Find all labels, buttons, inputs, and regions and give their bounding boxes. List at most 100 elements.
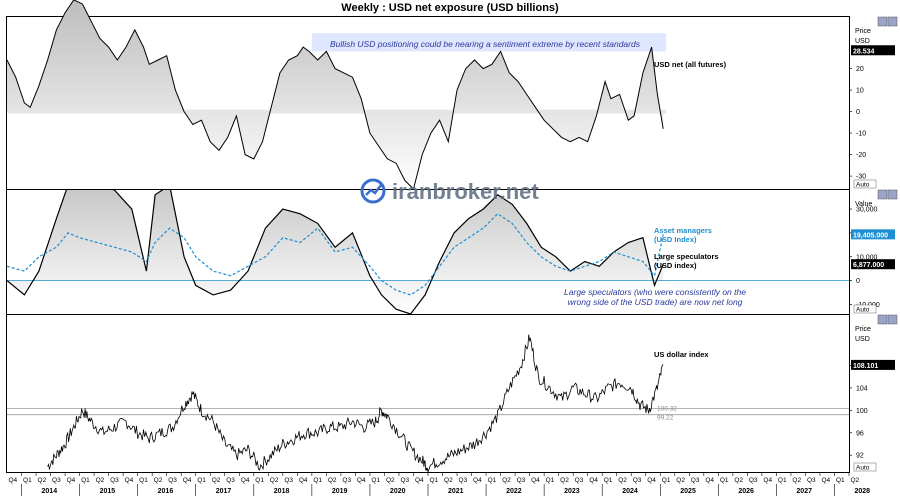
- x-year-label: 2021: [448, 488, 464, 495]
- panel-controls[interactable]: [877, 16, 898, 325]
- x-year-label: 2022: [506, 488, 522, 495]
- panel-dxy-controls[interactable]: [877, 314, 898, 325]
- annotation-sentiment: Bullish USD positioning could be nearing…: [330, 39, 641, 49]
- x-year-label: 2016: [158, 488, 174, 495]
- x-quarter-label: Q3: [459, 477, 468, 484]
- axis-tick-label: 10: [856, 88, 864, 95]
- x-quarter-label: Q2: [38, 477, 47, 484]
- minimize-icon[interactable]: [877, 314, 888, 325]
- series-label-usd-net: USD net (all futures): [654, 60, 727, 69]
- us-dollar-index-line: [47, 334, 664, 474]
- x-quarter-label: Q4: [705, 477, 714, 484]
- auto-scale-label: Auto: [856, 307, 870, 314]
- series-label-dxy: US dollar index: [654, 350, 709, 359]
- axis-tick-label: 10,000: [856, 254, 878, 261]
- net-layer: Bullish USD positioning could be nearing…: [6, 0, 727, 190]
- close-icon[interactable]: [887, 16, 898, 27]
- usd-net-area: [7, 0, 664, 189]
- x-quarter-label: Q4: [357, 477, 366, 484]
- x-quarter-label: Q3: [633, 477, 642, 484]
- x-quarter-label: Q4: [589, 477, 598, 484]
- x-quarter-label: Q3: [575, 477, 584, 484]
- last-value-tag-dxy-bg: [851, 359, 895, 370]
- x-quarter-label: Q4: [821, 477, 830, 484]
- x-quarter-label: Q4: [473, 477, 482, 484]
- x-quarter-label: Q2: [676, 477, 685, 484]
- x-quarter-label: Q2: [328, 477, 337, 484]
- x-year-label: 2015: [100, 488, 116, 495]
- x-quarter-label: Q3: [284, 477, 293, 484]
- watermark-text: iranbroker.net: [392, 179, 539, 204]
- x-year-label: 2026: [738, 488, 754, 495]
- axis-tick-label: 100: [856, 408, 868, 415]
- series-label-large-specs: Large speculators: [654, 252, 719, 261]
- x-quarter-label: Q3: [807, 477, 816, 484]
- x-year-label: 2019: [332, 488, 348, 495]
- panel-specs-controls[interactable]: [877, 189, 898, 200]
- x-quarter-label: Q4: [183, 477, 192, 484]
- x-quarter-label: Q1: [778, 477, 787, 484]
- axis-header: Price: [855, 326, 871, 333]
- x-axis-layer: Q1 Q2 Q3 Q4 2014 Q1 Q2 Q3 Q4 2015 Q1 Q2 Q3 Q4 2016 Q1 Q2…: [7, 472, 870, 496]
- x-quarter-label: Q2: [444, 477, 453, 484]
- x-quarter-label: Q2: [851, 477, 860, 484]
- axis-tick-label: 20: [856, 66, 864, 73]
- watermark-logo-icon: [360, 178, 386, 204]
- x-quarter-label: Q4: [125, 477, 134, 484]
- close-icon[interactable]: [887, 189, 898, 200]
- x-quarter-label: Q4: [241, 477, 250, 484]
- level-label: 99.22: [657, 415, 674, 422]
- x-quarter-label: Q2: [502, 477, 511, 484]
- x-year-label: 2020: [390, 488, 406, 495]
- sentiment-extreme-band: [311, 33, 667, 52]
- x-quarter-label: Q3: [110, 477, 119, 484]
- x-quarter-label: Q1: [430, 477, 439, 484]
- x-quarter-label: Q1: [23, 477, 32, 484]
- axis-header: Price: [855, 28, 871, 35]
- axis-tick-label: 30,000: [856, 207, 878, 214]
- minimize-icon[interactable]: [877, 189, 888, 200]
- x-year-label: 2017: [216, 488, 232, 495]
- x-quarter-label: Q4: [763, 477, 772, 484]
- asset-managers-line: [7, 213, 664, 296]
- x-quarter-label: Q3: [517, 477, 526, 484]
- last-value-tag-large-specs: 6,877.000: [853, 262, 884, 269]
- x-quarter-label: Q1: [546, 477, 555, 484]
- watermark: iranbroker.net: [360, 178, 539, 204]
- close-icon[interactable]: [887, 314, 898, 325]
- series-label-asset-managers: Asset managers: [654, 226, 712, 235]
- x-quarter-label: Q4: [299, 477, 308, 484]
- axis-tick-label: -20: [856, 152, 866, 159]
- x-year-label: 2018: [274, 488, 290, 495]
- auto-scale-label: Auto: [856, 182, 870, 189]
- large-specs-line: [7, 190, 664, 314]
- x-year-label: 2024: [622, 488, 638, 495]
- x-quarter-label: Q2: [212, 477, 221, 484]
- panel-net-controls[interactable]: [877, 16, 898, 27]
- large-specs-area: [7, 190, 664, 314]
- x-quarter-label: Q2: [734, 477, 743, 484]
- x-quarter-label: Q3: [226, 477, 235, 484]
- x-quarter-label: Q2: [560, 477, 569, 484]
- series-label-large-specs-sub: (USD index): [654, 261, 697, 270]
- level-label: 100.32: [657, 406, 677, 413]
- x-quarter-label: Q2: [792, 477, 801, 484]
- x-quarter-label: Q2: [154, 477, 163, 484]
- x-quarter-label: Q3: [749, 477, 758, 484]
- specs-clipped: [7, 190, 849, 314]
- x-quarter-label: Q1: [139, 477, 148, 484]
- axis-header: USD: [855, 336, 870, 343]
- x-quarter-label: Q1: [197, 477, 206, 484]
- x-year-label: 2023: [564, 488, 580, 495]
- minimize-icon[interactable]: [877, 16, 888, 27]
- last-value-tag-net: 28.534: [853, 48, 875, 55]
- x-year-label: 2027: [796, 488, 812, 495]
- axis-header: Value: [855, 201, 872, 208]
- auto-scale-button: [853, 462, 877, 472]
- x-year-label: 2028: [854, 488, 870, 495]
- axis-header: USD: [855, 38, 870, 45]
- x-year-label: 2025: [680, 488, 696, 495]
- last-value-tag-large-specs-bg: [851, 259, 895, 270]
- usd-net-line: [6, 0, 664, 190]
- x-quarter-label: Q4: [415, 477, 424, 484]
